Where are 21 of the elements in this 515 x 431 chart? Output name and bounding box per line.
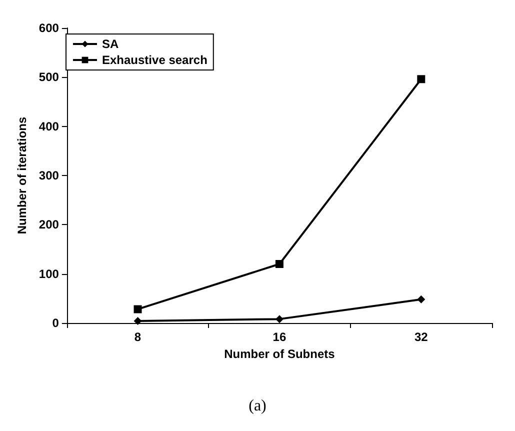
y-tick-label: 0 bbox=[52, 316, 60, 330]
x-tick-label: 16 bbox=[272, 330, 286, 344]
y-tick-label: 500 bbox=[38, 70, 60, 84]
y-tick-label: 100 bbox=[38, 266, 60, 281]
point bbox=[275, 315, 284, 324]
y-tick-label: 200 bbox=[38, 218, 60, 232]
text: (a) bbox=[248, 398, 266, 414]
y-tick-label: 300 bbox=[38, 168, 60, 182]
point bbox=[134, 317, 142, 326]
y-axis-title: Number of iterations bbox=[15, 116, 29, 234]
y-tick-label: 400 bbox=[38, 119, 60, 134]
x-axis-title: Number of Subnets bbox=[224, 346, 336, 361]
point bbox=[417, 75, 426, 84]
y-tick-label: 600 bbox=[38, 21, 60, 35]
point bbox=[275, 260, 284, 268]
x-tick-label: 8 bbox=[134, 330, 142, 344]
x-tick-label: 32 bbox=[414, 330, 428, 344]
point bbox=[134, 305, 142, 314]
legend-label: Exhaustive search bbox=[102, 53, 208, 67]
legend-label: SA bbox=[102, 37, 120, 51]
point bbox=[417, 295, 426, 304]
